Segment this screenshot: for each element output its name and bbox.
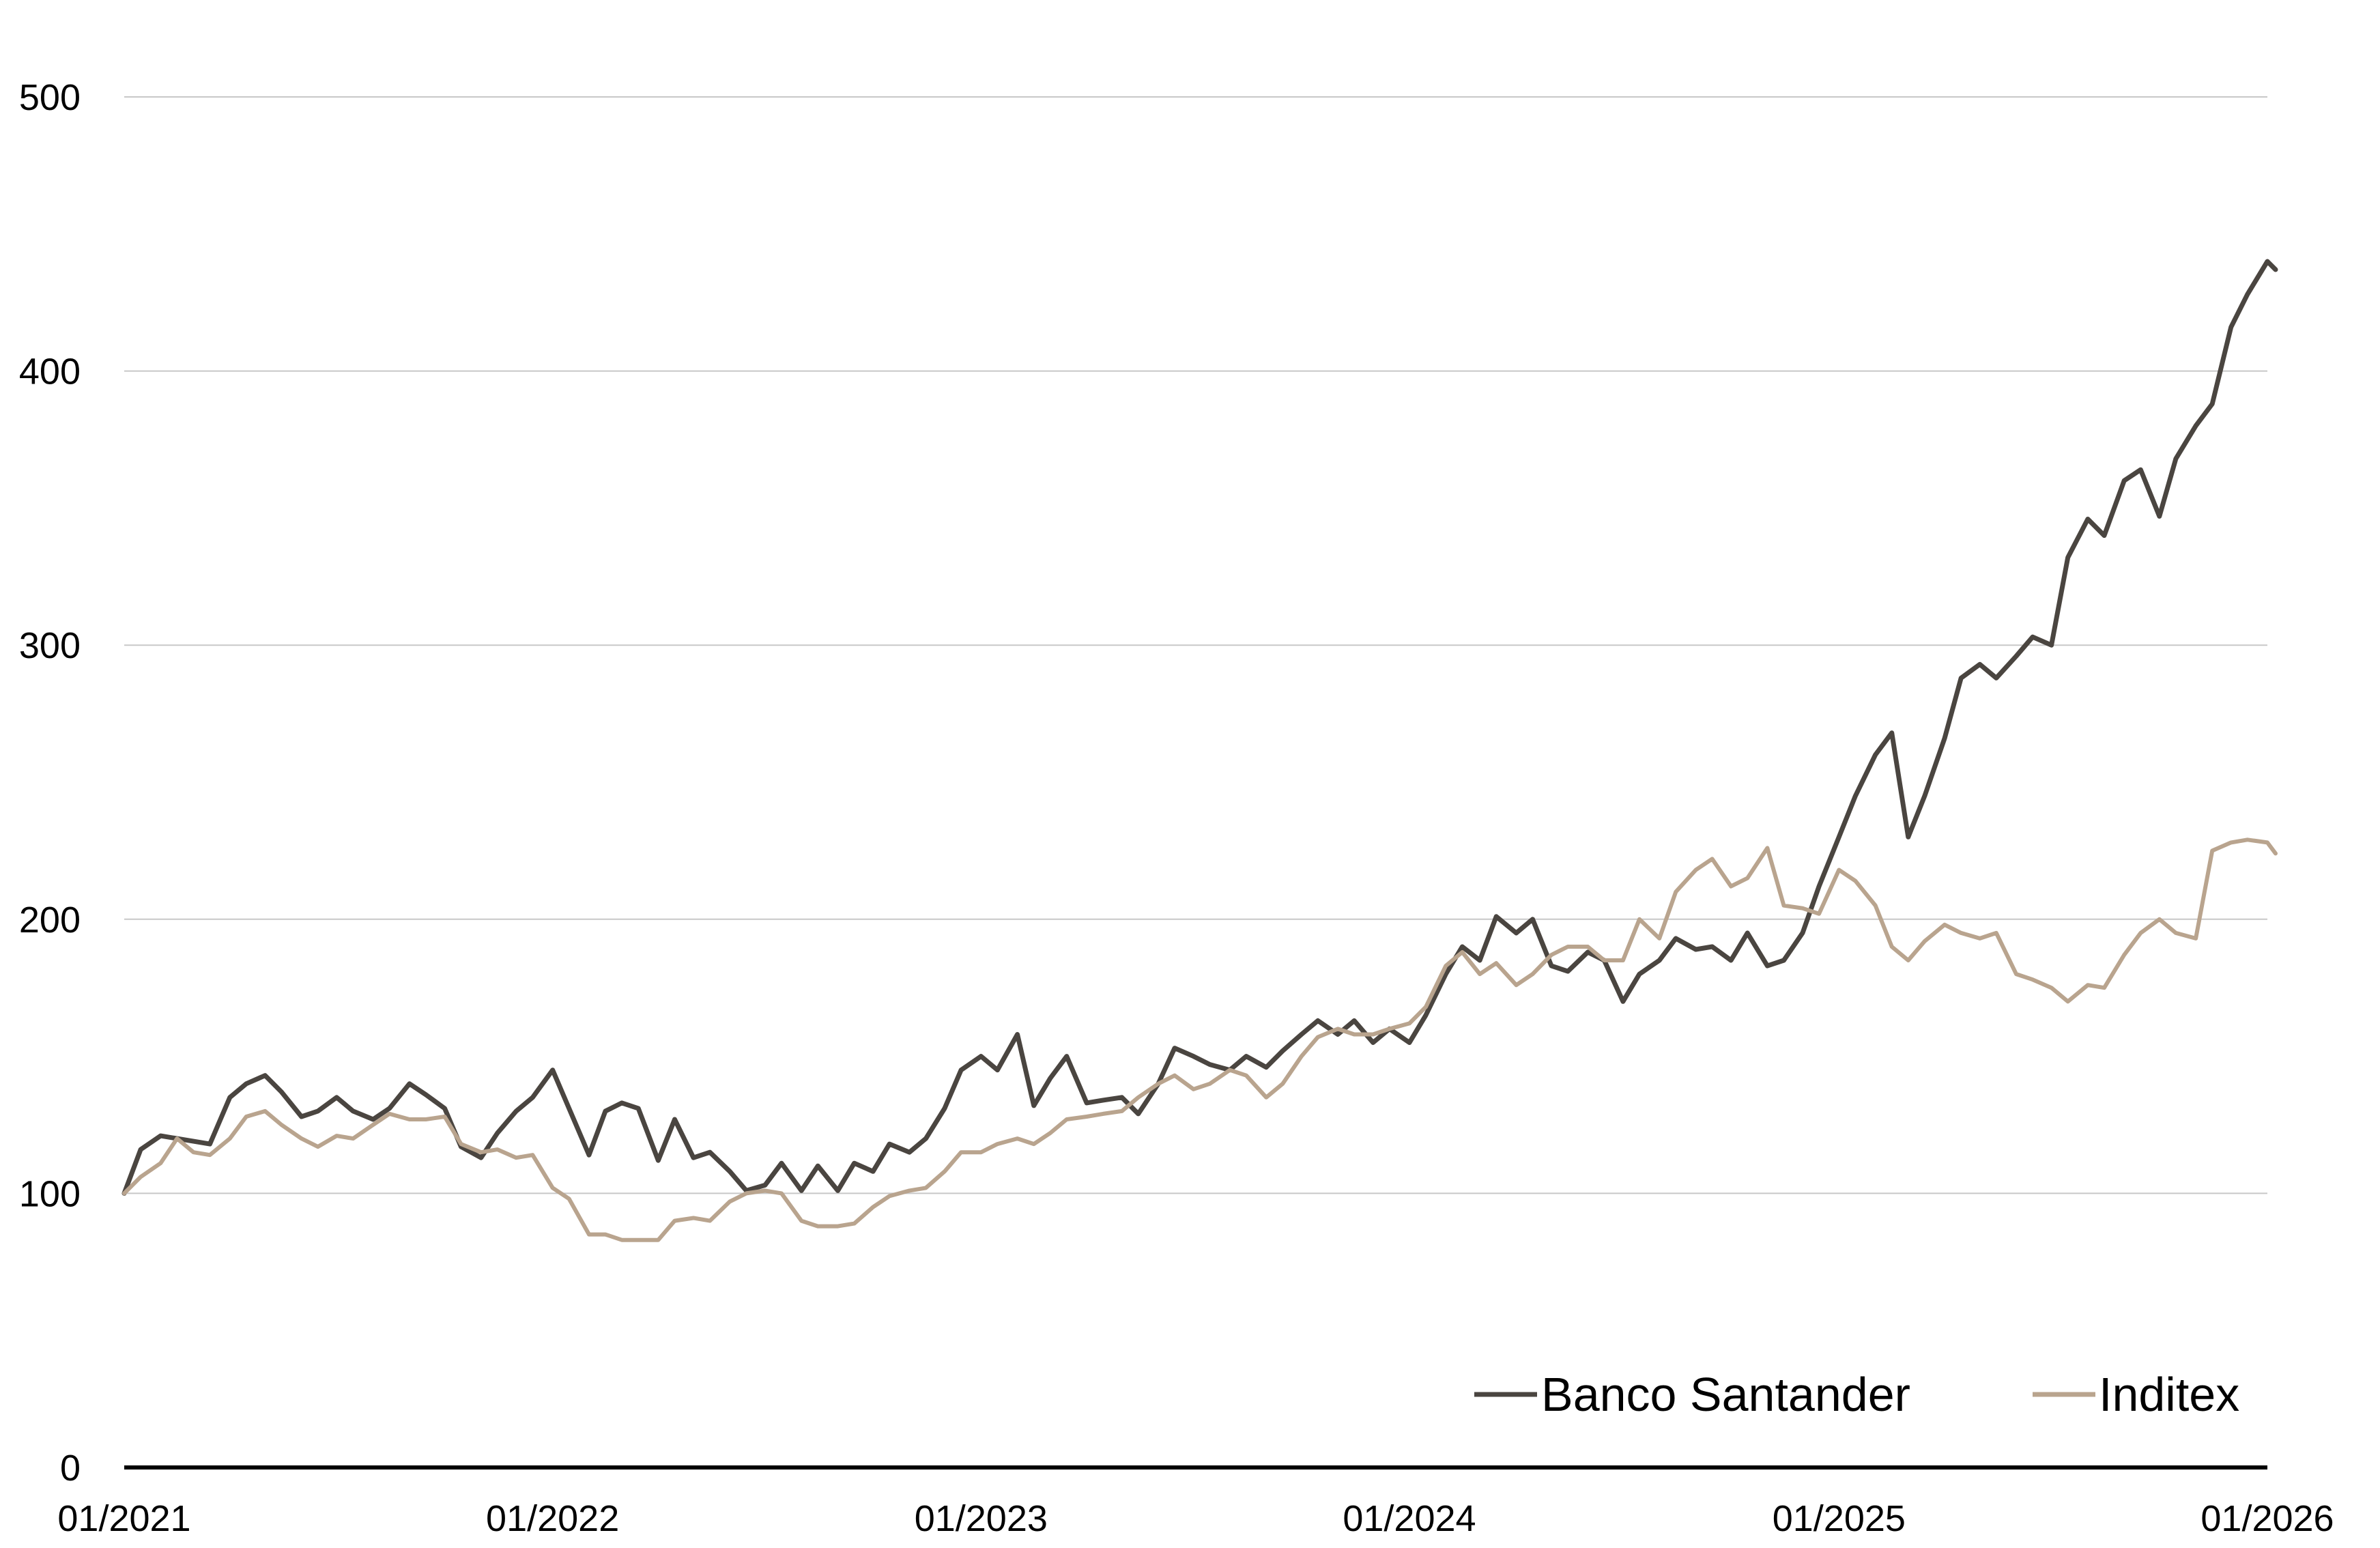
x-tick-label: 01/2021 [57, 1498, 190, 1539]
x-tick-label: 01/2026 [2200, 1498, 2334, 1539]
x-tick-label: 01/2023 [915, 1498, 1048, 1539]
legend: Banco Santander Inditex [1474, 1368, 2239, 1421]
gridlines [124, 96, 2267, 1194]
legend-label: Banco Santander [1541, 1368, 1910, 1421]
y-tick-label: 300 [19, 625, 81, 666]
legend-label: Inditex [2099, 1368, 2239, 1421]
series-lines [121, 259, 2278, 1242]
series-line-inditex [122, 837, 2278, 1242]
x-tick-label: 01/2022 [486, 1498, 619, 1539]
y-tick-label: 400 [19, 352, 81, 392]
y-tick-label: 200 [19, 900, 81, 941]
y-tick-label: 500 [19, 77, 81, 118]
x-tick-label: 01/2024 [1343, 1498, 1476, 1539]
y-tick-label: 100 [19, 1173, 81, 1214]
y-tick-label: 0 [60, 1448, 81, 1489]
x-tick-label: 01/2025 [1773, 1498, 1906, 1539]
x-axis-tick-labels: 01/2021 01/2022 01/2023 01/2024 01/2025 01/20… [57, 1498, 2334, 1539]
y-axis-tick-labels: 0 100 200 300 400 500 [19, 77, 81, 1489]
